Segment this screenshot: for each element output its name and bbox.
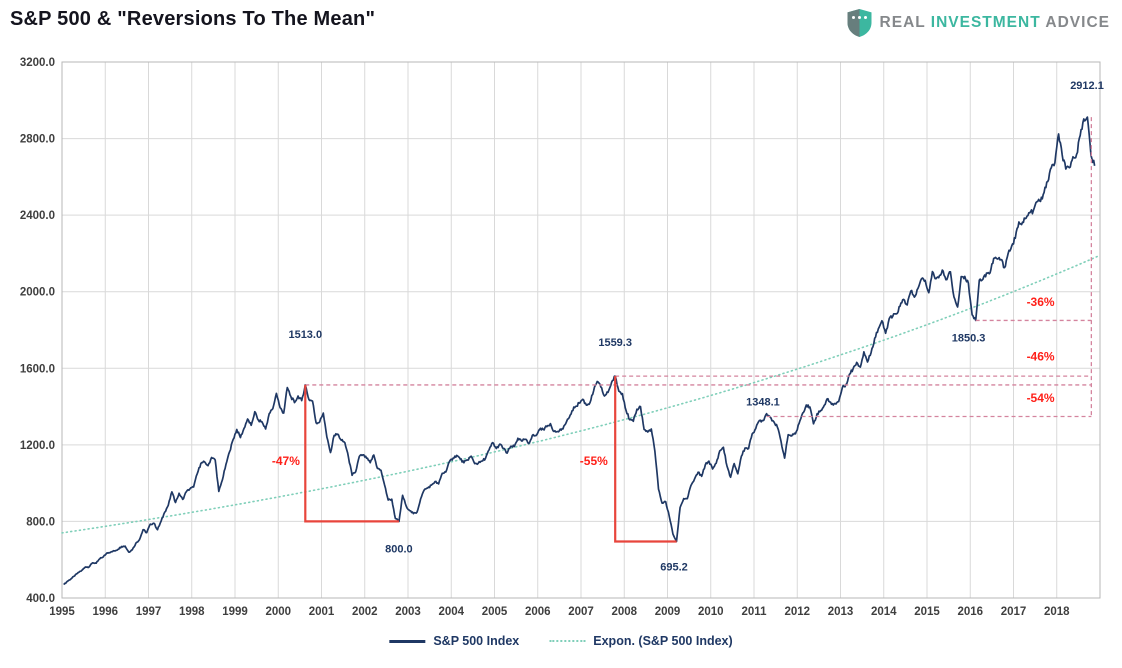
x-axis-label: 2000 (265, 606, 291, 618)
legend-label-expon: Expon. (S&P 500 Index) (593, 634, 733, 648)
x-axis-label: 2004 (438, 606, 464, 618)
chart-legend: S&P 500 Index Expon. (S&P 500 Index) (389, 634, 733, 648)
value-annotation: 695.2 (660, 562, 688, 574)
x-axis-label: 1996 (92, 606, 118, 618)
percent-annotation: -47% (272, 454, 300, 468)
logo-word-advice: ADVICE (1045, 14, 1110, 31)
logo-word-investment: INVESTMENT (930, 14, 1041, 31)
percent-annotation: -46% (1027, 350, 1055, 364)
expon-trend-line (61, 254, 1101, 534)
plot-border (61, 61, 1101, 599)
y-axis-label: 3200.0 (20, 57, 55, 69)
drawdown-bracket (614, 376, 677, 543)
x-axis-label: 1999 (222, 606, 248, 618)
x-axis-label: 1997 (136, 606, 162, 618)
x-axis-label: 2014 (871, 606, 897, 618)
x-axis-label: 2005 (482, 606, 508, 618)
percent-annotation: -54% (1027, 391, 1055, 405)
drawdown-bracket (304, 384, 399, 523)
percent-annotation: -36% (1027, 295, 1055, 309)
logo-word-real: REAL (879, 14, 926, 31)
x-axis-label: 2002 (352, 606, 378, 618)
y-axis-label: 800.0 (26, 516, 55, 528)
y-axis-label: 1200.0 (20, 440, 55, 452)
legend-sample-sp500-line (389, 639, 426, 643)
x-axis-label: 2003 (395, 606, 421, 618)
x-axis-label: 2016 (957, 606, 983, 618)
y-axis-label: 1600.0 (20, 363, 55, 375)
legend-label-sp500: S&P 500 Index (433, 634, 520, 648)
ria-shield-icon (847, 9, 872, 37)
value-annotation: 2912.1 (1070, 80, 1104, 92)
y-axis-label: 2800.0 (20, 134, 55, 146)
x-axis-label: 2006 (525, 606, 551, 618)
x-axis-label: 2017 (1001, 606, 1027, 618)
x-axis-label: 2012 (784, 606, 810, 618)
x-axis-label: 2008 (611, 606, 637, 618)
ria-logo-text: REAL INVESTMENT ADVICE (880, 14, 1110, 32)
legend-sample-expon-line (549, 640, 586, 642)
sp500-series-line (63, 116, 1096, 586)
ria-logo: REAL INVESTMENT ADVICE (846, 8, 1110, 38)
value-annotation: 1513.0 (288, 329, 322, 341)
x-axis-label: 1998 (179, 606, 205, 618)
x-axis-label: 2007 (568, 606, 594, 618)
page-title: S&P 500 & "Reversions To The Mean" (10, 8, 376, 30)
x-axis-label: 2010 (698, 606, 724, 618)
legend-item-expon: Expon. (S&P 500 Index) (549, 634, 733, 648)
x-axis-label: 2011 (742, 606, 768, 618)
x-axis-label: 1995 (49, 606, 75, 618)
value-annotation: 1348.1 (746, 397, 780, 409)
x-axis-label: 2018 (1044, 606, 1070, 618)
x-axis-label: 2013 (828, 606, 854, 618)
percent-annotation: -55% (580, 454, 608, 468)
y-axis-label: 2000.0 (20, 287, 55, 299)
value-annotation: 1559.3 (598, 337, 632, 349)
value-annotation: 800.0 (385, 543, 413, 555)
x-axis-label: 2015 (914, 606, 940, 618)
legend-item-sp500: S&P 500 Index (389, 634, 519, 648)
value-annotation: 1850.3 (952, 332, 986, 344)
y-axis-label: 2400.0 (20, 210, 55, 222)
x-axis-label: 2009 (655, 606, 681, 618)
y-axis-label: 400.0 (26, 593, 55, 605)
x-axis-label: 2001 (309, 606, 335, 618)
